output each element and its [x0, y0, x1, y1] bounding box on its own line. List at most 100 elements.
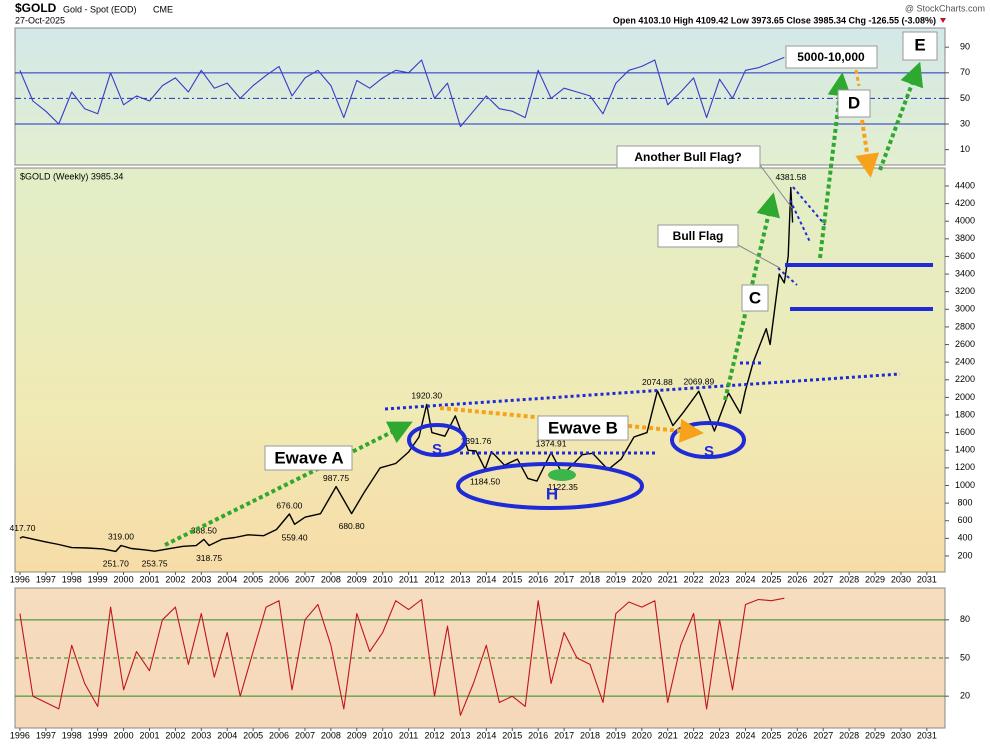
- price-label: 319.00: [108, 532, 134, 542]
- x-tick-label: 2003: [191, 730, 211, 740]
- x-tick-label: 1996: [10, 574, 30, 584]
- x-tick-label: 2027: [813, 730, 833, 740]
- annotation: E: [914, 35, 925, 54]
- trend-line: [384, 372, 901, 411]
- annotation: D: [848, 93, 860, 112]
- x-tick-label: 2026: [787, 574, 807, 584]
- pointer: [737, 244, 781, 269]
- x-tick-label: 2022: [684, 730, 704, 740]
- x-tick-label: 2012: [425, 730, 445, 740]
- y-tick-label: 2800: [955, 321, 975, 331]
- x-tick-label: 2029: [865, 730, 885, 740]
- annotation: H: [546, 484, 558, 503]
- y-tick-label: 1400: [955, 445, 975, 455]
- y-tick-label: 50: [960, 93, 970, 103]
- y-tick-label: 30: [960, 118, 970, 128]
- y-tick-label: 80: [960, 614, 970, 624]
- x-tick-label: 2021: [658, 730, 678, 740]
- x-tick-label: 2010: [373, 574, 393, 584]
- x-tick-label: 2003: [191, 574, 211, 584]
- flag-line: [777, 267, 798, 286]
- x-tick-label: 2012: [425, 574, 445, 584]
- x-tick-label: 2025: [761, 730, 781, 740]
- price-label: 2074.88: [642, 377, 673, 387]
- price-legend: $GOLD (Weekly) 3985.34: [20, 171, 123, 181]
- label-box: [264, 445, 353, 471]
- flag-line: [789, 199, 811, 243]
- x-tick-label: 2018: [580, 730, 600, 740]
- flag-line: [792, 186, 826, 226]
- x-tick-label: 2024: [735, 574, 755, 584]
- x-tick-label: 2011: [399, 574, 418, 584]
- plot: 90 70 50 30 10 200 400 600 800 1000 1200 1400 1600 18…: [10, 42, 976, 741]
- y-tick-label: 1800: [955, 409, 975, 419]
- arrow: [818, 72, 852, 259]
- x-tick-label: 1996: [10, 730, 30, 740]
- y-tick-label: 400: [957, 533, 972, 543]
- y-tick-label: 4000: [955, 216, 975, 226]
- price-label: 987.75: [323, 473, 349, 483]
- annotation: S: [432, 441, 442, 458]
- annotation: C: [749, 288, 761, 307]
- price-panel: [14, 167, 946, 573]
- price-label: 1122.35: [548, 482, 578, 492]
- pointer: [759, 164, 793, 209]
- x-tick-label: 2028: [839, 730, 859, 740]
- down-icon: [940, 18, 946, 23]
- y-tick-label: 20: [960, 691, 970, 701]
- x-tick-label: 2020: [632, 730, 652, 740]
- price-label: 318.75: [196, 553, 222, 563]
- y-tick-label: 3200: [955, 286, 975, 296]
- x-tick-label: 2017: [554, 574, 574, 584]
- date: 27-Oct-2025: [15, 15, 65, 25]
- y-tick-label: 600: [957, 515, 972, 525]
- x-tick-label: 2008: [321, 730, 341, 740]
- price-label: 1920.30: [411, 391, 442, 401]
- x-tick-label: 2023: [710, 730, 730, 740]
- arrow: [855, 119, 880, 178]
- label-box: [616, 145, 761, 169]
- label-box: [537, 415, 629, 441]
- x-tick-label: 2014: [476, 730, 496, 740]
- label-box: [741, 284, 769, 312]
- x-tick-label: 2006: [269, 574, 289, 584]
- x-tick-label: 2030: [891, 574, 911, 584]
- arrow: [854, 69, 861, 87]
- y-tick-label: 4200: [955, 198, 975, 208]
- source: @ StockCharts.com: [905, 3, 985, 13]
- ellipse: [456, 462, 644, 510]
- x-tick-label: 2008: [321, 574, 341, 584]
- price-label: 2069.89: [683, 376, 714, 386]
- x-tick-label: 2023: [710, 574, 730, 584]
- x-tick-label: 2015: [502, 574, 522, 584]
- y-tick-label: 2000: [955, 392, 975, 402]
- x-tick-label: 1998: [62, 730, 82, 740]
- x-tick-label: 2031: [917, 730, 937, 740]
- x-tick-label: 2005: [243, 574, 263, 584]
- price-label: 1374.91: [536, 439, 567, 449]
- x-tick-label: 2010: [373, 730, 393, 740]
- exchange: CME: [153, 4, 173, 14]
- x-tick-label: 2007: [295, 730, 315, 740]
- price-label: 251.70: [103, 559, 129, 569]
- ellipse: [548, 469, 576, 481]
- x-tick-label: 2009: [347, 730, 367, 740]
- y-tick-label: 90: [960, 42, 970, 52]
- x-tick-label: 2013: [450, 574, 470, 584]
- x-tick-label: 2017: [554, 730, 574, 740]
- price-label: 559.40: [282, 533, 308, 543]
- x-tick-label: 2029: [865, 574, 885, 584]
- y-tick-label: 3800: [955, 233, 975, 243]
- label-box: [785, 45, 878, 69]
- price-label: 1184.50: [470, 476, 500, 486]
- x-tick-label: 2019: [606, 730, 626, 740]
- annotations: Ewave A Ewave B Bull Flag Another Bull F…: [164, 31, 938, 547]
- y-tick-label: 1600: [955, 427, 975, 437]
- x-tick-label: 2000: [114, 730, 134, 740]
- x-tick-label: 2015: [502, 730, 522, 740]
- label-box: [657, 224, 739, 248]
- price-label: 4381.58: [775, 172, 806, 182]
- x-tick-label: 2028: [839, 574, 859, 584]
- x-tick-label: 2005: [243, 730, 263, 740]
